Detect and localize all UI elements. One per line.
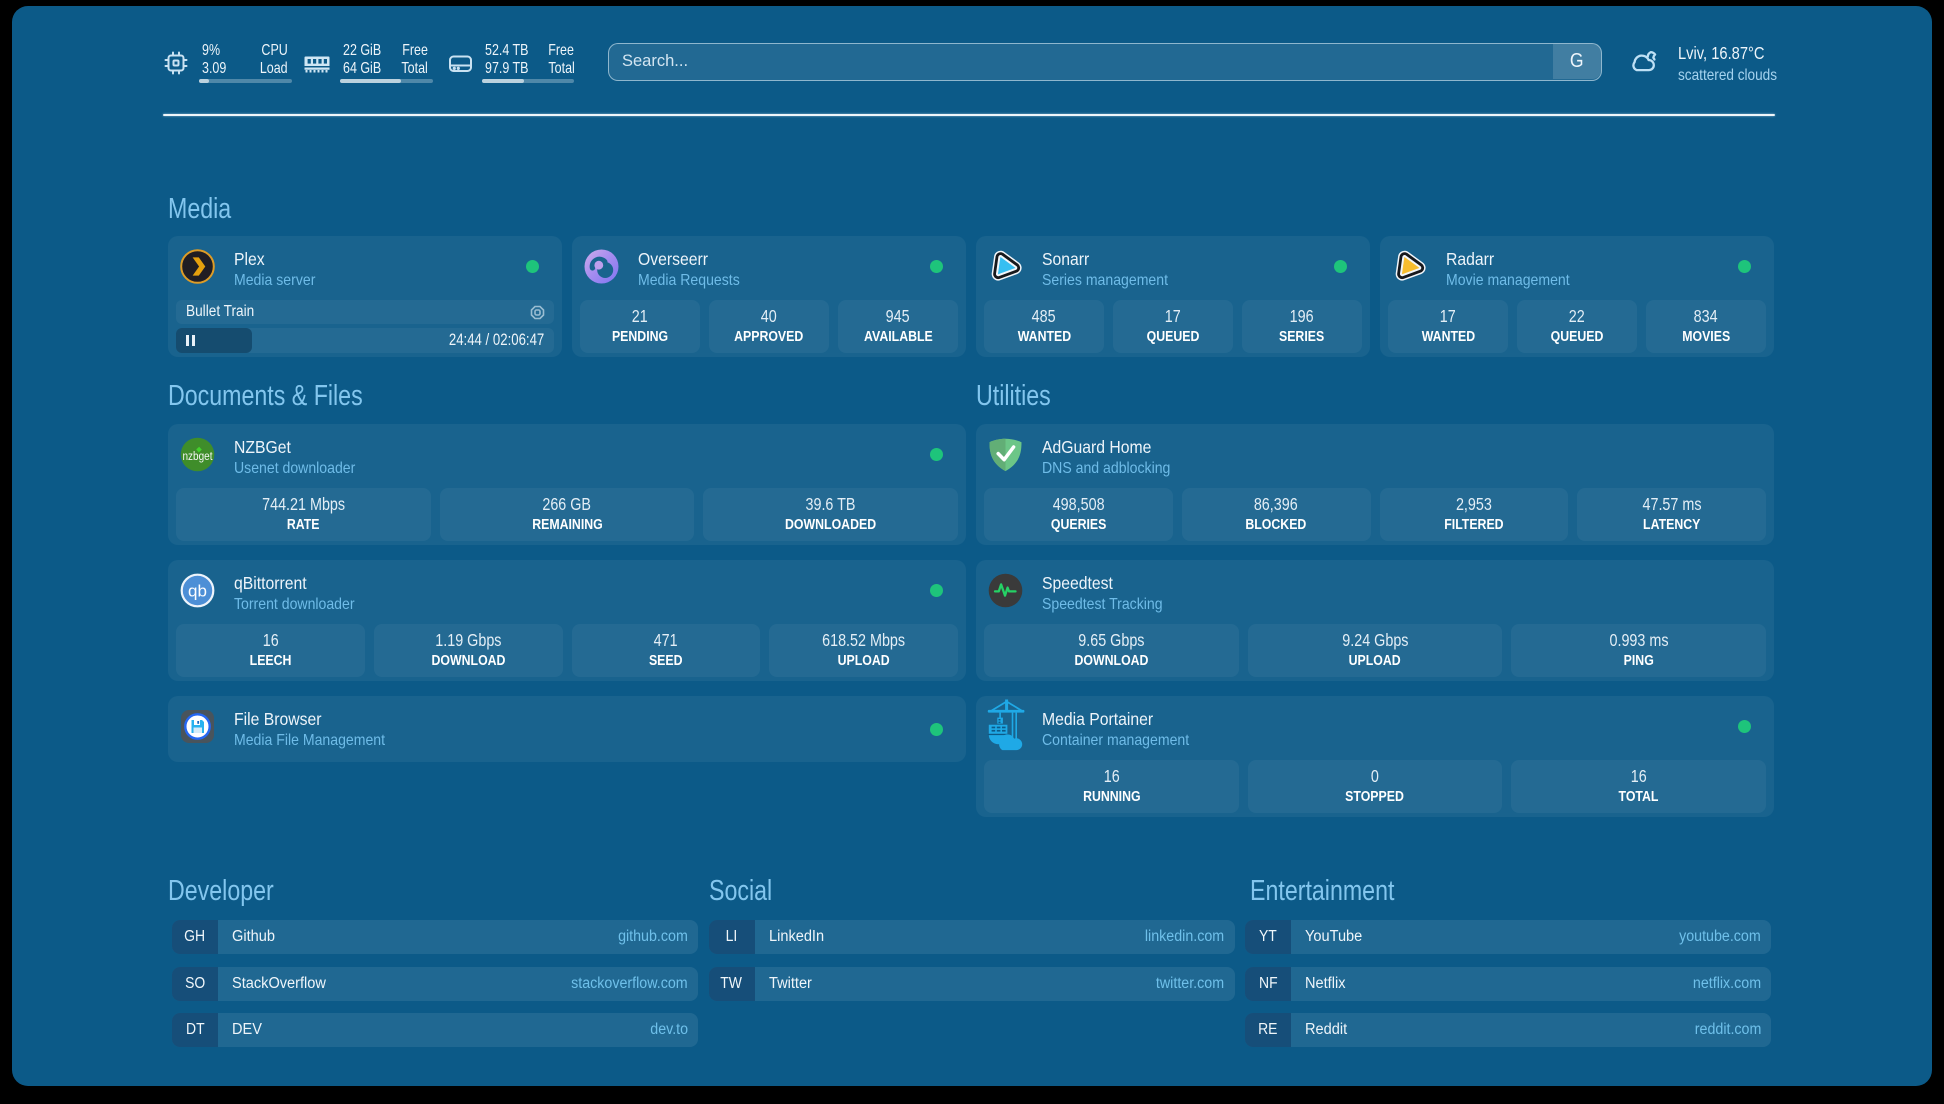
svg-text:nzbget: nzbget <box>183 451 214 463</box>
svg-text:qb: qb <box>188 582 207 601</box>
